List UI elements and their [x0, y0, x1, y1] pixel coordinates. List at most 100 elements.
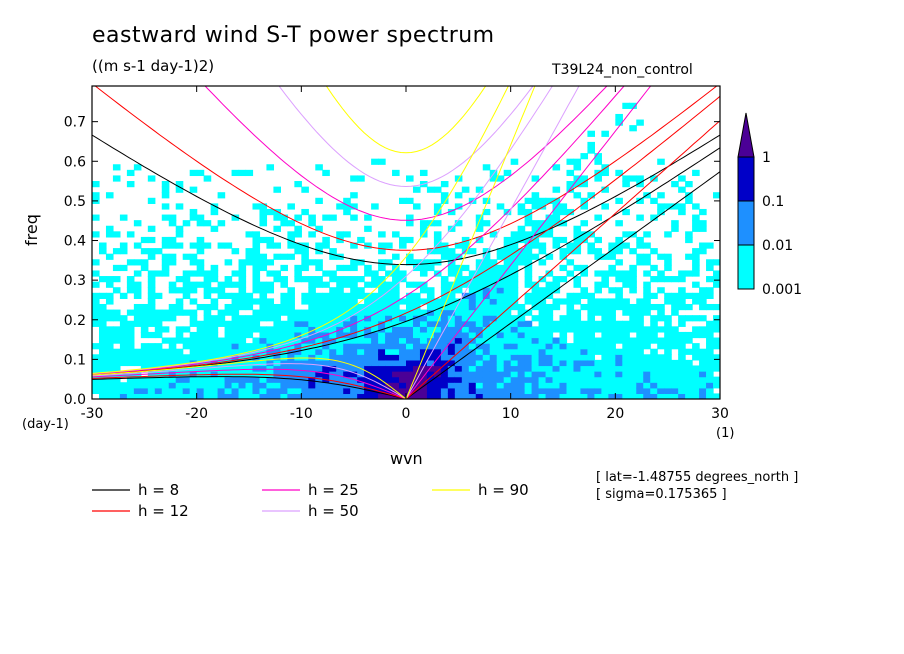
heat-cell	[489, 382, 498, 389]
heat-cell	[615, 248, 623, 255]
heat-cell	[475, 376, 484, 383]
heat-cell	[482, 264, 491, 272]
heat-cell	[392, 331, 400, 339]
heat-cell	[224, 292, 233, 299]
heat-cell	[475, 276, 484, 283]
heat-cell	[454, 270, 463, 277]
heat-cell	[357, 382, 365, 389]
heat-cell	[154, 309, 163, 316]
heat-cell	[524, 292, 533, 299]
heat-cell	[643, 387, 651, 395]
heat-cell	[573, 309, 582, 316]
heat-cell	[482, 197, 491, 204]
heat-cell	[203, 337, 212, 344]
heat-cell	[301, 253, 309, 260]
heat-cell	[447, 343, 456, 350]
heat-cell	[238, 169, 247, 177]
heat-cell	[657, 158, 665, 165]
heat-cell	[140, 354, 149, 361]
heat-cell	[685, 292, 693, 299]
heat-cell	[161, 371, 170, 378]
heat-cell	[622, 359, 630, 367]
heat-cell	[664, 348, 672, 355]
heat-cell	[112, 231, 121, 238]
heat-cell	[189, 343, 198, 350]
heat-cell	[510, 376, 519, 383]
heat-cell	[350, 281, 358, 288]
heat-cell	[161, 186, 170, 193]
heat-cell	[573, 225, 582, 232]
heat-cell	[699, 326, 707, 333]
heat-cell	[671, 203, 679, 210]
heat-cell	[650, 331, 658, 339]
heat-cell	[629, 315, 637, 322]
heat-cell	[482, 382, 491, 389]
heat-cell	[545, 214, 554, 221]
heat-cell	[294, 348, 302, 355]
heat-cell	[587, 309, 595, 316]
heat-cell	[524, 371, 533, 378]
heat-cell	[182, 292, 191, 299]
heat-cell	[629, 376, 637, 383]
heat-cell	[357, 315, 365, 322]
heat-cell	[468, 298, 477, 305]
heat-cell	[385, 320, 393, 327]
heat-cell	[273, 393, 281, 399]
heat-cell	[357, 348, 365, 355]
heat-cell	[678, 393, 686, 399]
heat-cell	[531, 387, 540, 395]
heat-cell	[259, 253, 268, 260]
heat-cell	[168, 220, 177, 227]
heat-cell	[322, 371, 330, 378]
heat-cell	[322, 387, 330, 395]
heat-cell	[322, 309, 330, 316]
heat-cell	[196, 259, 205, 266]
heat-cell	[615, 259, 623, 266]
heat-cell	[210, 393, 219, 399]
heat-cell	[301, 292, 309, 299]
heat-cell	[580, 382, 589, 389]
heat-cell	[259, 264, 268, 272]
heat-cell	[580, 181, 589, 188]
heat-cell	[566, 354, 575, 361]
heat-cell	[622, 331, 630, 339]
heat-cell	[538, 298, 547, 305]
heat-cell	[203, 393, 212, 399]
heat-cell	[259, 343, 268, 350]
heat-cell	[580, 354, 589, 361]
heat-cell	[671, 276, 679, 283]
heat-cell	[692, 220, 700, 227]
heat-cell	[608, 326, 616, 333]
heat-cell	[315, 164, 323, 171]
heat-cell	[573, 181, 582, 188]
heat-cell	[489, 264, 498, 272]
heat-cell	[678, 382, 686, 389]
heat-cell	[343, 371, 351, 378]
heat-cell	[273, 186, 281, 193]
heat-cell	[308, 387, 316, 395]
heat-cell	[301, 298, 309, 305]
heat-cell	[315, 259, 323, 266]
heat-cell	[706, 264, 714, 272]
heat-cell	[629, 348, 637, 355]
colorbar-label: 1	[762, 150, 771, 166]
heat-cell	[175, 309, 184, 316]
heat-cell	[489, 231, 498, 238]
heat-cell	[650, 359, 658, 367]
heat-cell	[287, 315, 295, 322]
heat-cell	[126, 331, 135, 339]
heat-cell	[468, 337, 477, 344]
heat-cell	[252, 276, 261, 283]
heat-cell	[587, 147, 595, 154]
heat-cell	[161, 387, 170, 395]
heat-cell	[594, 393, 602, 399]
heat-cell	[517, 371, 526, 378]
heat-cell	[615, 292, 623, 299]
heat-cell	[489, 326, 498, 333]
heat-cell	[350, 393, 358, 399]
heat-cell	[552, 303, 561, 311]
heat-cell	[322, 354, 330, 361]
heat-cell	[301, 337, 309, 344]
heat-cell	[126, 337, 135, 344]
heat-cell	[601, 348, 609, 355]
